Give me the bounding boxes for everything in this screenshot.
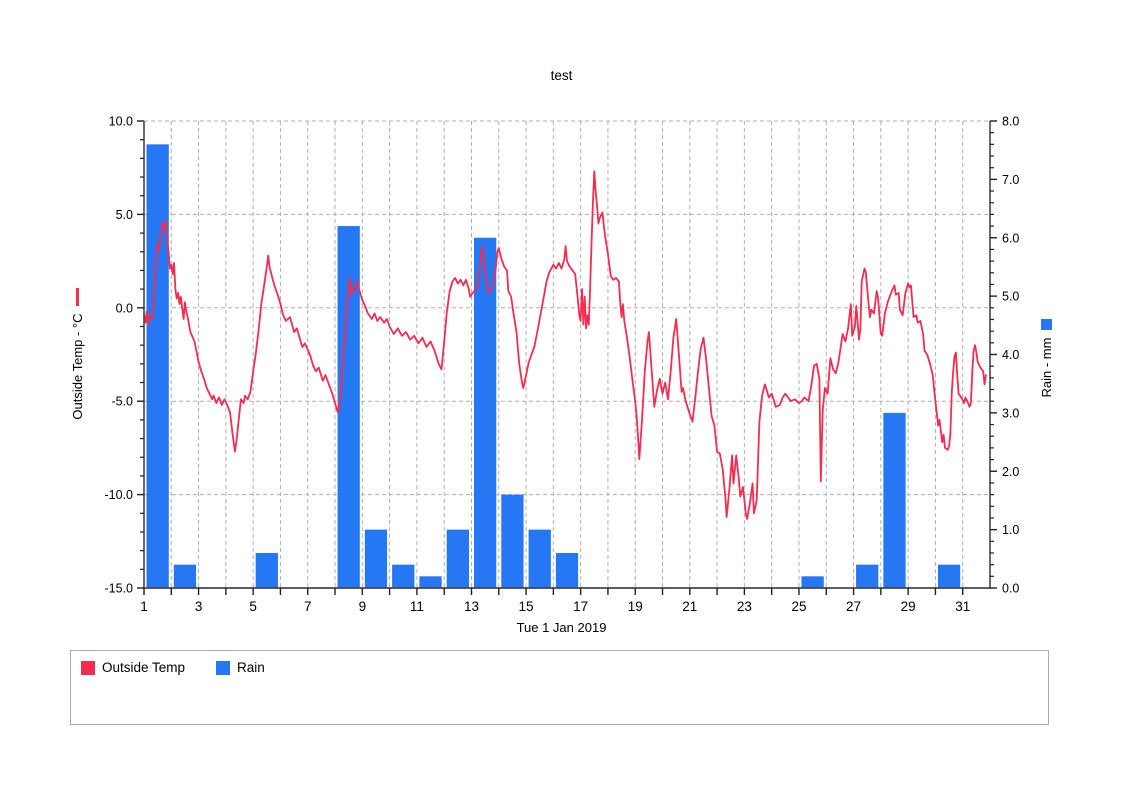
x-axis-tick-label: 31 — [955, 599, 970, 614]
rain-bar — [501, 494, 524, 588]
temp-line-sample-icon — [75, 288, 79, 307]
left-axis-tick-label: 5.0 — [116, 208, 133, 222]
legend-label-outside-temp: Outside Temp — [102, 660, 186, 675]
left-axis-tick-label: 0.0 — [116, 301, 133, 315]
right-axis-title: Rain - mm — [1036, 258, 1056, 458]
left-axis-tick-label: -15.0 — [105, 582, 134, 596]
rain-bar — [937, 564, 961, 588]
left-axis-tick-label: -5.0 — [111, 395, 133, 409]
x-axis-tick-label: 13 — [464, 599, 479, 614]
x-axis-tick-label: 15 — [519, 599, 534, 614]
x-axis-tick-label: 27 — [846, 599, 861, 614]
x-axis-tick-label: 5 — [249, 599, 257, 614]
legend-box: Outside Temp Rain — [70, 650, 1049, 725]
x-axis-tick-label: 9 — [359, 599, 367, 614]
right-axis-tick-label: 3.0 — [1002, 406, 1019, 420]
right-axis-tick-label: 7.0 — [1002, 173, 1019, 187]
x-axis-tick-label: 23 — [737, 599, 752, 614]
x-axis-tick-label: 19 — [628, 599, 643, 614]
right-axis-tick-label: 2.0 — [1002, 465, 1019, 479]
x-axis-title: Tue 1 Jan 2019 — [516, 620, 607, 635]
outside-temp-line — [143, 170, 987, 520]
x-axis-tick-label: 21 — [682, 599, 697, 614]
rain-bar — [528, 529, 551, 588]
right-axis-tick-label: 6.0 — [1002, 231, 1019, 245]
right-axis-tick-label: 8.0 — [1002, 115, 1019, 129]
x-axis-tick-label: 7 — [304, 599, 312, 614]
rain-bar — [364, 529, 388, 588]
right-axis-title-text: Rain - mm — [1038, 337, 1054, 398]
legend-label-rain: Rain — [237, 660, 265, 675]
legend-item-rain: Rain — [216, 660, 265, 675]
x-axis-tick-label: 17 — [573, 599, 588, 614]
left-axis-tick-label: -10.0 — [105, 488, 134, 502]
x-axis-tick-label: 11 — [410, 599, 424, 614]
rain-bar — [473, 237, 497, 588]
left-axis-tick-label: 10.0 — [109, 115, 133, 129]
x-axis-tick-label: 25 — [791, 599, 806, 614]
x-axis-tick-label: 29 — [901, 599, 916, 614]
rain-bar — [801, 576, 824, 588]
rain-bar — [392, 564, 415, 588]
left-axis-title-text: Outside Temp - °C — [69, 313, 85, 420]
rain-bar — [419, 576, 442, 588]
right-axis-tick-label: 1.0 — [1002, 523, 1019, 537]
left-axis-title: Outside Temp - °C — [67, 254, 87, 454]
rain-bar — [883, 412, 906, 588]
rain-bar — [446, 529, 469, 588]
chart-title: test — [550, 68, 573, 83]
rain-swatch-icon — [216, 660, 231, 675]
right-axis-tick-label: 0.0 — [1002, 582, 1019, 596]
rain-bar — [173, 564, 197, 588]
right-axis-tick-label: 4.0 — [1002, 348, 1019, 362]
x-axis-tick-label: 3 — [195, 599, 203, 614]
rain-square-sample-icon — [1040, 318, 1052, 330]
x-axis-tick-label: 1 — [140, 599, 148, 614]
rain-bar — [255, 552, 278, 588]
rain-bar — [146, 144, 169, 588]
rain-bar — [856, 564, 879, 588]
right-axis-tick-label: 5.0 — [1002, 290, 1019, 304]
legend-item-outside-temp: Outside Temp — [81, 660, 185, 675]
rain-bar — [337, 226, 360, 588]
outside-temp-swatch-icon — [81, 660, 95, 675]
rain-bar — [555, 552, 579, 588]
